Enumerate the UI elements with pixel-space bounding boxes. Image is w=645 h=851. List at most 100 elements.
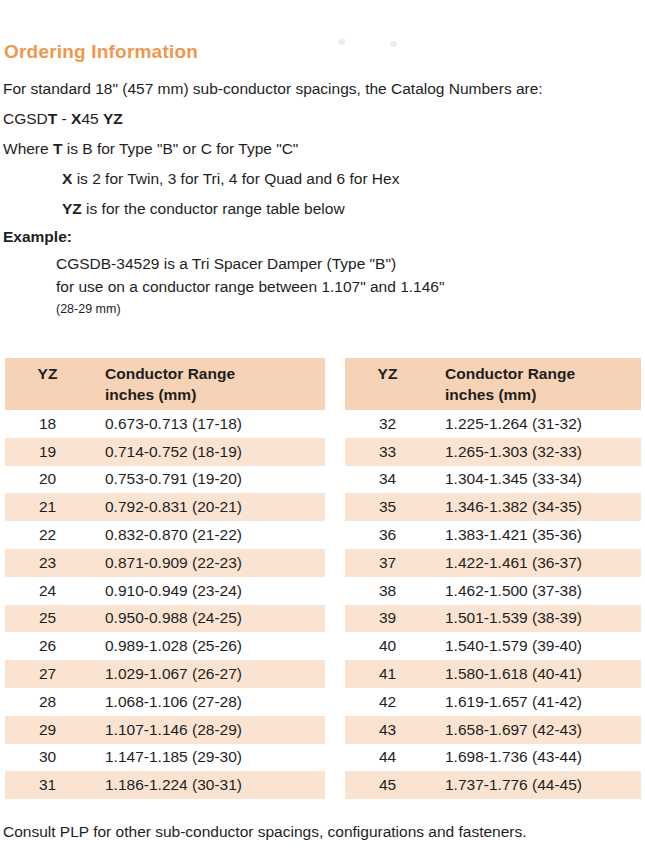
- cell-range: 0.832-0.870 (21-22): [90, 526, 325, 544]
- cell-yz: 33: [345, 443, 430, 461]
- table-row: 36 1.383-1.421 (35-36): [345, 521, 641, 549]
- catalog-t: T: [48, 110, 57, 127]
- where-pre: Where: [3, 140, 53, 157]
- catalog-prefix: CGSD: [3, 110, 48, 127]
- scan-artifact: [338, 39, 345, 45]
- cell-range: 1.698-1.736 (43-44): [430, 748, 641, 766]
- cell-range: 1.186-1.224 (30-31): [90, 776, 325, 794]
- cell-yz: 28: [5, 693, 90, 711]
- cell-yz: 19: [5, 443, 90, 461]
- cell-range: 1.265-1.303 (32-33): [430, 443, 641, 461]
- where-post: is B for Type "B" or C for Type "C": [62, 140, 298, 157]
- cell-yz: 25: [5, 609, 90, 627]
- catalog-separator: -: [57, 110, 71, 127]
- cell-yz: 29: [5, 721, 90, 739]
- cell-yz: 27: [5, 665, 90, 683]
- cell-yz: 20: [5, 470, 90, 488]
- cell-yz: 22: [5, 526, 90, 544]
- cell-range: 1.580-1.618 (40-41): [430, 665, 641, 683]
- x-definition: X is 2 for Twin, 3 for Tri, 4 for Quad a…: [62, 169, 399, 189]
- cell-range: 0.792-0.831 (20-21): [90, 498, 325, 516]
- table-row: 27 1.029-1.067 (26-27): [5, 660, 325, 688]
- cell-yz: 42: [345, 693, 430, 711]
- conductor-range-table-left: YZ Conductor Range inches (mm) 18 0.673-…: [5, 358, 325, 799]
- cell-yz: 37: [345, 554, 430, 572]
- column-header-yz: YZ: [345, 363, 430, 410]
- cell-yz: 32: [345, 415, 430, 433]
- table-row: 22 0.832-0.870 (21-22): [5, 521, 325, 549]
- example-label: Example:: [3, 227, 72, 247]
- cell-yz: 34: [345, 470, 430, 488]
- table-row: 41 1.580-1.618 (40-41): [345, 660, 641, 688]
- table-row: 30 1.147-1.185 (29-30): [5, 744, 325, 772]
- cell-yz: 21: [5, 498, 90, 516]
- cell-range: 0.989-1.028 (25-26): [90, 637, 325, 655]
- cell-yz: 40: [345, 637, 430, 655]
- column-header-range-line1: Conductor Range: [445, 363, 641, 384]
- cell-range: 1.147-1.185 (29-30): [90, 748, 325, 766]
- conductor-range-tables: YZ Conductor Range inches (mm) 18 0.673-…: [5, 358, 641, 799]
- table-row: 23 0.871-0.909 (22-23): [5, 549, 325, 577]
- table-row: 33 1.265-1.303 (32-33): [345, 438, 641, 466]
- catalog-number-format: CGSDT - X45 YZ: [3, 109, 123, 129]
- table-row: 37 1.422-1.461 (36-37): [345, 549, 641, 577]
- column-header-range: Conductor Range inches (mm): [90, 363, 325, 410]
- column-header-range: Conductor Range inches (mm): [430, 363, 641, 410]
- page-title: Ordering Information: [4, 41, 198, 63]
- cell-range: 1.422-1.461 (36-37): [430, 554, 641, 572]
- cell-yz: 38: [345, 582, 430, 600]
- cell-yz: 36: [345, 526, 430, 544]
- x-post: is 2 for Twin, 3 for Tri, 4 for Quad and…: [72, 170, 399, 187]
- intro-text: For standard 18" (457 mm) sub-conductor …: [3, 79, 543, 99]
- where-t-definition: Where T is B for Type "B" or C for Type …: [3, 139, 298, 159]
- table-row: 29 1.107-1.146 (28-29): [5, 716, 325, 744]
- table-row: 28 1.068-1.106 (27-28): [5, 688, 325, 716]
- table-row: 35 1.346-1.382 (34-35): [345, 493, 641, 521]
- cell-range: 0.910-0.949 (23-24): [90, 582, 325, 600]
- catalog-mid: 45: [81, 110, 103, 127]
- column-header-range-line2: inches (mm): [105, 384, 325, 405]
- table-row: 31 1.186-1.224 (30-31): [5, 771, 325, 799]
- column-header-yz: YZ: [5, 363, 90, 410]
- table-row: 34 1.304-1.345 (33-34): [345, 466, 641, 494]
- cell-yz: 39: [345, 609, 430, 627]
- yz-post: is for the conductor range table below: [82, 200, 345, 217]
- cell-range: 0.714-0.752 (18-19): [90, 443, 325, 461]
- cell-yz: 45: [345, 776, 430, 794]
- table-row: 19 0.714-0.752 (18-19): [5, 438, 325, 466]
- example-line-3: (28-29 mm): [56, 299, 121, 319]
- cell-range: 1.540-1.579 (39-40): [430, 637, 641, 655]
- yz-bold: YZ: [62, 200, 82, 217]
- footer-note: Consult PLP for other sub-conductor spac…: [3, 823, 527, 841]
- cell-range: 1.501-1.539 (38-39): [430, 609, 641, 627]
- cell-yz: 43: [345, 721, 430, 739]
- example-line-1: CGSDB-34529 is a Tri Spacer Damper (Type…: [56, 254, 396, 274]
- table-row: 40 1.540-1.579 (39-40): [345, 632, 641, 660]
- table-row: 24 0.910-0.949 (23-24): [5, 577, 325, 605]
- column-header-range-line1: Conductor Range: [105, 363, 325, 384]
- table-row: 42 1.619-1.657 (41-42): [345, 688, 641, 716]
- cell-yz: 23: [5, 554, 90, 572]
- cell-yz: 30: [5, 748, 90, 766]
- x-bold: X: [62, 170, 72, 187]
- cell-yz: 44: [345, 748, 430, 766]
- table-body: 32 1.225-1.264 (31-32) 33 1.265-1.303 (3…: [345, 410, 641, 799]
- table-row: 44 1.698-1.736 (43-44): [345, 744, 641, 772]
- cell-range: 0.673-0.713 (17-18): [90, 415, 325, 433]
- table-row: 43 1.658-1.697 (42-43): [345, 716, 641, 744]
- example-line-2: for use on a conductor range between 1.1…: [56, 277, 444, 297]
- table-row: 20 0.753-0.791 (19-20): [5, 466, 325, 494]
- cell-range: 1.304-1.345 (33-34): [430, 470, 641, 488]
- catalog-yz: YZ: [103, 110, 123, 127]
- cell-range: 1.462-1.500 (37-38): [430, 582, 641, 600]
- scan-artifact: [390, 41, 397, 47]
- cell-yz: 26: [5, 637, 90, 655]
- conductor-range-table-right: YZ Conductor Range inches (mm) 32 1.225-…: [345, 358, 641, 799]
- table-row: 45 1.737-1.776 (44-45): [345, 771, 641, 799]
- cell-range: 0.871-0.909 (22-23): [90, 554, 325, 572]
- table-row: 21 0.792-0.831 (20-21): [5, 493, 325, 521]
- table-body: 18 0.673-0.713 (17-18) 19 0.714-0.752 (1…: [5, 410, 325, 799]
- table-row: 32 1.225-1.264 (31-32): [345, 410, 641, 438]
- cell-yz: 41: [345, 665, 430, 683]
- cell-range: 1.029-1.067 (26-27): [90, 665, 325, 683]
